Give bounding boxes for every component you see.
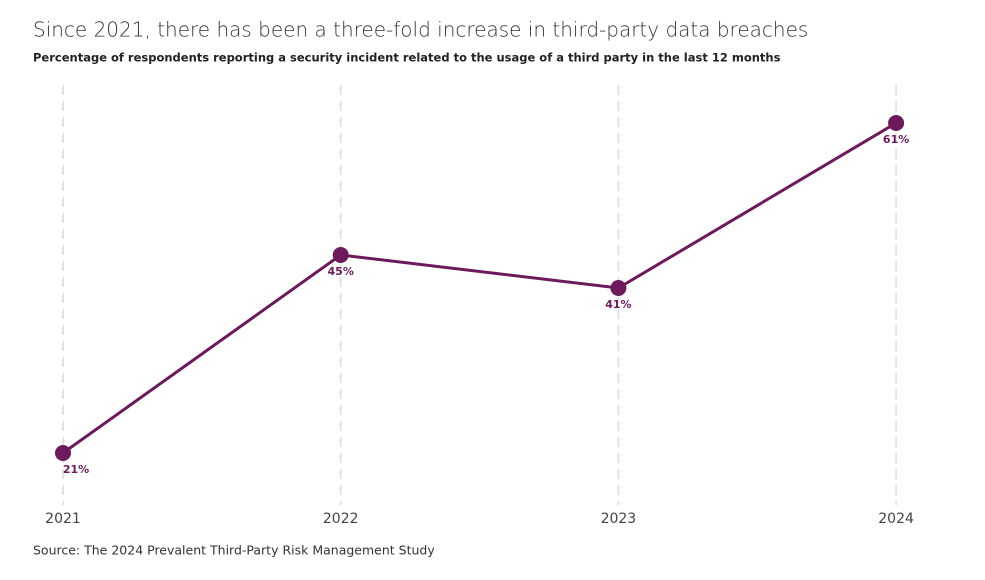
- source-note: Source: The 2024 Prevalent Third-Party R…: [33, 543, 435, 558]
- data-line: [62, 121, 897, 455]
- data-label: 45%: [328, 265, 354, 278]
- data-label: 61%: [883, 133, 909, 146]
- x-tick-label: 2022: [323, 511, 359, 527]
- chart-title: Since 2021, there has been a three-fold …: [33, 18, 808, 42]
- x-tick-label: 2023: [601, 511, 637, 527]
- data-point: [610, 280, 627, 296]
- data-label: 21%: [63, 463, 89, 476]
- data-point: [55, 445, 71, 461]
- data-point: [332, 247, 349, 263]
- data-point: [888, 115, 905, 131]
- data-label: 41%: [605, 298, 631, 311]
- chart-subtitle: Percentage of respondents reporting a se…: [33, 51, 781, 65]
- x-tick-label: 2021: [45, 511, 81, 527]
- x-tick-label: 2024: [878, 511, 914, 527]
